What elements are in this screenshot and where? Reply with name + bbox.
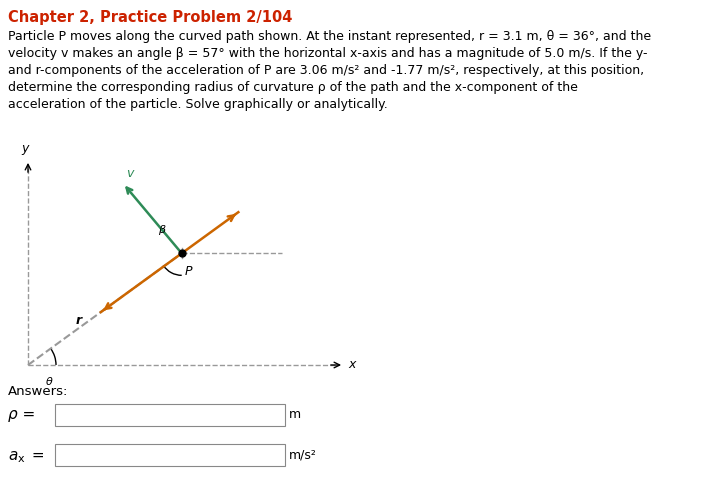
FancyBboxPatch shape: [55, 444, 285, 466]
Text: a: a: [8, 448, 18, 462]
Text: determine the corresponding radius of curvature ρ of the path and the x-componen: determine the corresponding radius of cu…: [8, 81, 578, 94]
Text: x: x: [348, 358, 355, 372]
Text: r: r: [76, 314, 81, 326]
Text: Chapter 2, Practice Problem 2/104: Chapter 2, Practice Problem 2/104: [8, 10, 292, 25]
Text: P: P: [185, 266, 192, 278]
FancyBboxPatch shape: [55, 404, 285, 426]
Text: θ: θ: [46, 377, 53, 387]
Text: y: y: [21, 142, 29, 155]
Text: Answers:: Answers:: [8, 385, 68, 398]
Text: acceleration of the particle. Solve graphically or analytically.: acceleration of the particle. Solve grap…: [8, 98, 388, 111]
Text: velocity v makes an angle β = 57° with the horizontal x-axis and has a magnitude: velocity v makes an angle β = 57° with t…: [8, 47, 647, 60]
Text: ρ =: ρ =: [8, 408, 35, 422]
Text: x: x: [18, 454, 25, 464]
Text: m: m: [289, 408, 301, 422]
Text: m/s²: m/s²: [289, 448, 317, 462]
Text: v: v: [126, 168, 133, 180]
Text: and r-components of the acceleration of P are 3.06 m/s² and -1.77 m/s², respecti: and r-components of the acceleration of …: [8, 64, 644, 77]
Text: =: =: [27, 448, 45, 462]
Text: Particle P moves along the curved path shown. At the instant represented, r = 3.: Particle P moves along the curved path s…: [8, 30, 651, 43]
Text: β: β: [158, 226, 165, 235]
